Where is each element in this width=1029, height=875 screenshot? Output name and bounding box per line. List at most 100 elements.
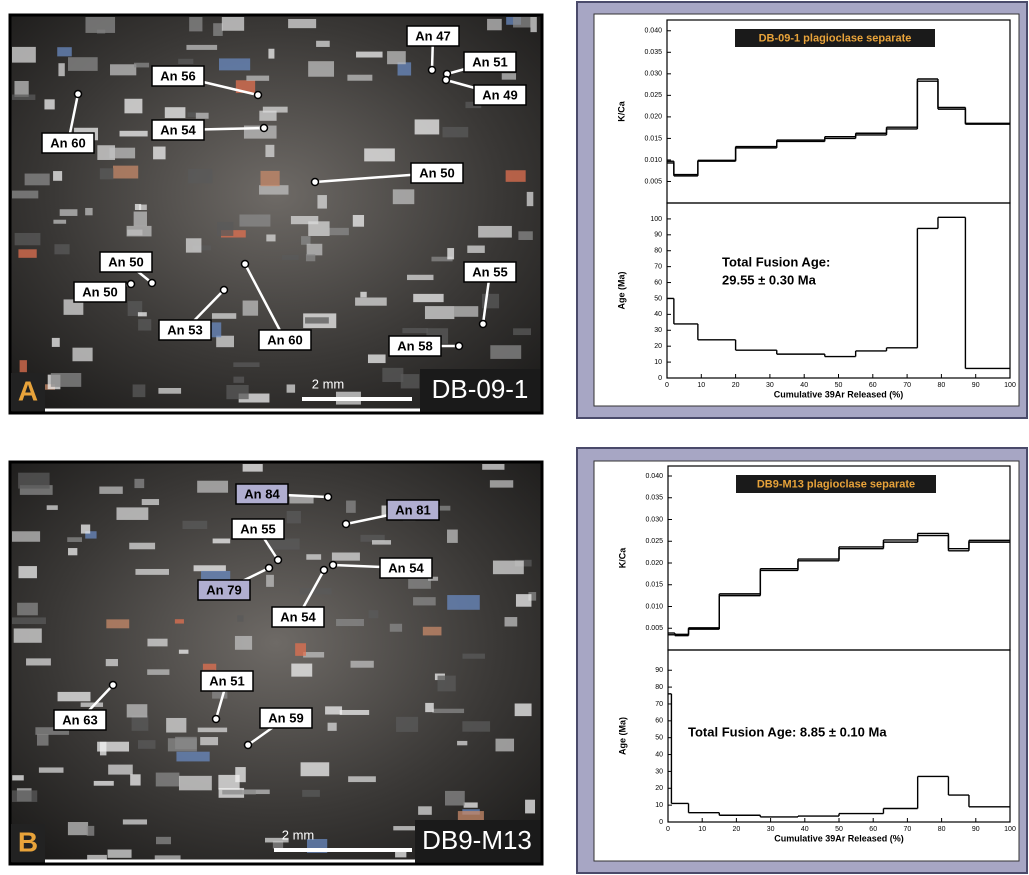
crystal xyxy=(68,822,88,835)
y-axis-label: Age (Ma) xyxy=(616,271,626,309)
crystal xyxy=(179,650,189,654)
crystal xyxy=(106,619,129,628)
crystal xyxy=(317,195,327,209)
crystal xyxy=(213,23,223,36)
y-tick-label: 50 xyxy=(654,295,662,302)
crystal xyxy=(138,312,147,316)
mineral-label: An 49 xyxy=(482,87,517,102)
y-tick-label: 80 xyxy=(655,684,663,691)
crystal xyxy=(487,19,502,30)
crystal xyxy=(186,45,217,50)
y-tick-label: 0 xyxy=(658,375,662,382)
point-marker xyxy=(110,682,117,689)
crystal xyxy=(515,703,532,716)
crystal xyxy=(368,354,386,363)
crystal xyxy=(219,58,250,70)
y-tick-label: 30 xyxy=(654,327,662,334)
crystal xyxy=(527,192,534,206)
crystal xyxy=(57,47,72,56)
x-tick-label: 20 xyxy=(732,382,740,389)
mineral-label: An 51 xyxy=(209,673,244,688)
mineral-label: An 59 xyxy=(268,710,303,725)
crystal xyxy=(124,99,142,114)
crystal xyxy=(328,723,337,731)
crystal xyxy=(267,539,299,550)
crystal xyxy=(58,63,64,76)
point-marker xyxy=(330,562,337,569)
crystal xyxy=(351,661,374,668)
crystal xyxy=(99,487,122,494)
crystal xyxy=(156,837,171,844)
crystal xyxy=(134,212,147,227)
crystal xyxy=(401,374,420,388)
y-tick-label: 60 xyxy=(655,718,663,725)
crystal xyxy=(306,554,321,560)
crystal xyxy=(243,301,258,316)
chart-title: DB-09-1 plagioclase separate xyxy=(759,32,912,44)
crystal xyxy=(12,191,38,199)
crystal xyxy=(415,119,440,134)
crystal xyxy=(372,540,391,544)
crystal xyxy=(132,716,149,731)
crystal xyxy=(418,806,432,815)
crystal xyxy=(113,166,138,179)
crystal xyxy=(156,773,180,787)
x-axis-label: Cumulative 39Ar Released (%) xyxy=(774,389,904,399)
annotation: Total Fusion Age: 8.85 ± 0.10 Ma xyxy=(688,724,887,739)
mineral-label: An 60 xyxy=(50,135,85,150)
crystal xyxy=(413,294,443,302)
y-tick-label: 70 xyxy=(654,263,662,270)
crystal xyxy=(246,76,269,81)
crystal xyxy=(268,49,274,59)
crystal xyxy=(226,385,248,399)
crystal xyxy=(14,628,42,642)
crystal xyxy=(259,111,276,121)
crystal xyxy=(155,855,181,859)
crystal xyxy=(147,669,169,675)
mineral-label: An 54 xyxy=(388,560,424,575)
mineral-label: An 50 xyxy=(82,284,117,299)
y-tick-label: 0.025 xyxy=(645,538,663,545)
crystal xyxy=(332,553,360,561)
point-marker xyxy=(261,125,268,132)
crystal xyxy=(18,566,36,578)
crystal xyxy=(382,368,403,382)
crystal xyxy=(142,499,159,505)
y-tick-label: 40 xyxy=(655,751,663,758)
y-tick-label: 80 xyxy=(654,248,662,255)
crystal xyxy=(502,73,516,79)
mineral-label: An 55 xyxy=(240,521,275,536)
crystal xyxy=(356,52,383,58)
scale-label: 2 mm xyxy=(282,827,315,842)
crystal xyxy=(176,752,209,762)
point-marker xyxy=(266,565,273,572)
crystal xyxy=(108,765,133,775)
crystal xyxy=(222,17,244,31)
crystal xyxy=(301,762,330,776)
crystal xyxy=(307,244,323,256)
crystal xyxy=(12,790,37,802)
y-tick-label: 40 xyxy=(654,311,662,318)
crystal xyxy=(17,603,38,616)
crystal xyxy=(12,47,36,63)
crystal xyxy=(336,619,364,626)
crystal xyxy=(222,790,256,794)
x-tick-label: 80 xyxy=(938,382,946,389)
y-tick-label: 0.020 xyxy=(645,560,663,567)
crystal xyxy=(116,507,148,520)
crystal xyxy=(135,204,141,210)
x-tick-label: 30 xyxy=(767,826,775,833)
crystal xyxy=(506,170,526,182)
crystal xyxy=(447,248,454,259)
crystal xyxy=(147,639,167,647)
y-tick-label: 90 xyxy=(655,667,663,674)
crystal xyxy=(85,17,115,33)
crystal xyxy=(525,800,535,814)
crystal xyxy=(166,718,186,733)
y-tick-label: 0.035 xyxy=(645,495,663,502)
crystal xyxy=(445,791,465,806)
x-tick-label: 50 xyxy=(835,382,843,389)
crystal xyxy=(408,579,431,589)
crystal xyxy=(189,17,202,31)
x-tick-label: 50 xyxy=(835,826,843,833)
